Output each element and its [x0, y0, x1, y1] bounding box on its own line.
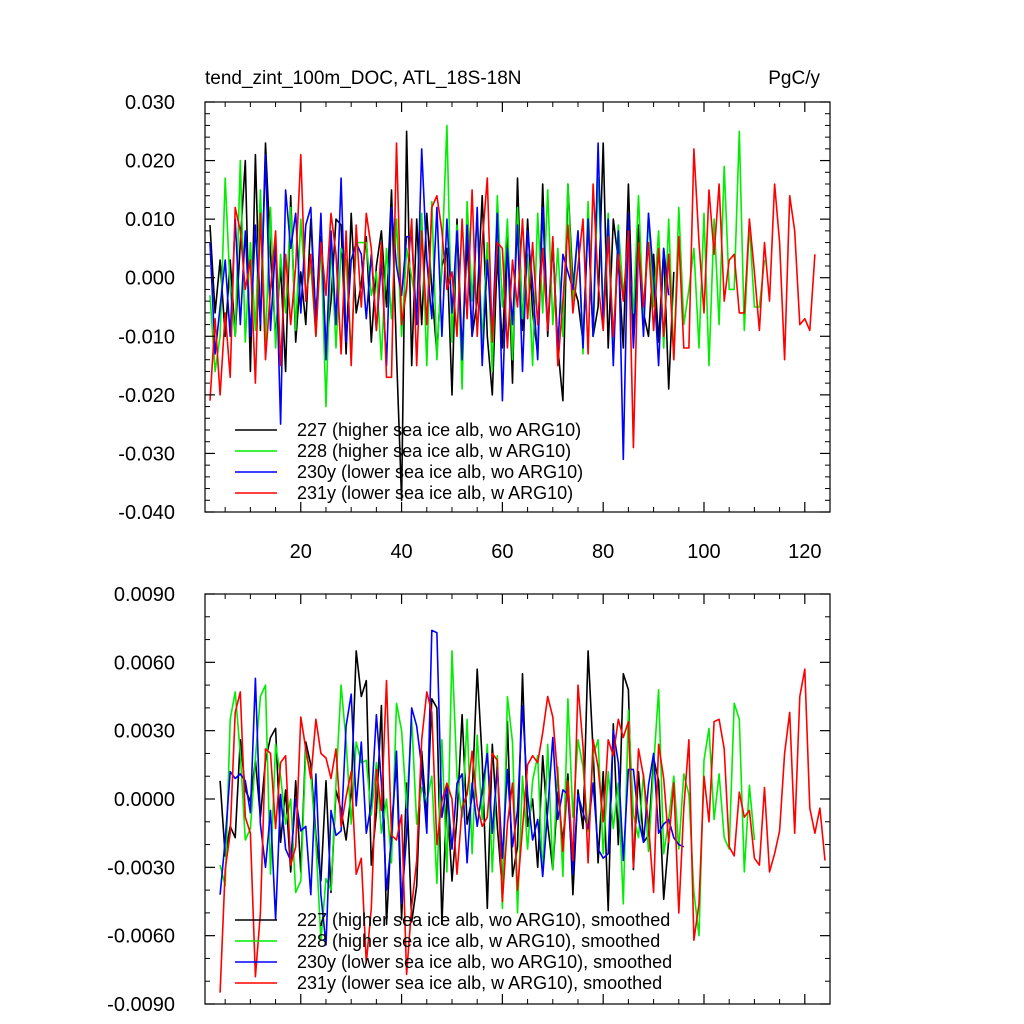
axes-bottom: -0.0090 -0.0060 -0.0030 0.0000 0.0030 0.0060 0… [107, 584, 831, 1016]
x-tick-label: 40 [390, 541, 412, 563]
y-tick-label: 0.030 [125, 92, 175, 114]
legend-label: 231y (lower sea ice alb, w ARG10), smoot… [297, 973, 662, 993]
y-tick-label: -0.0030 [107, 857, 175, 879]
chart-panel-top: tend_zint_100m_DOC, ATL_18S-18N PgC/y -0… [118, 68, 831, 563]
legend-label: 230y (lower sea ice alb, wo ARG10), smoo… [297, 952, 672, 972]
units-label: PgC/y [768, 68, 820, 89]
y-tick-label: 0.010 [125, 209, 175, 231]
legend-top: 227 (higher sea ice alb, wo ARG10)228 (h… [235, 420, 583, 503]
x-tick-label: 20 [290, 541, 312, 563]
chart-title: tend_zint_100m_DOC, ATL_18S-18N [205, 68, 522, 89]
y-tick-label: 0.0000 [114, 789, 175, 811]
series-line-2 [209, 142, 670, 461]
x-tick-label: 60 [491, 541, 513, 563]
legend-label: 228 (higher sea ice alb, w ARG10) [297, 441, 571, 461]
y-tick-label: 0.000 [125, 268, 175, 290]
x-tick-label: 80 [592, 541, 614, 563]
chart-panel-bottom: -0.0090 -0.0060 -0.0030 0.0000 0.0030 0.0060 0… [107, 584, 831, 1016]
y-tick-label: -0.0060 [107, 926, 175, 948]
series-line-0 [219, 650, 670, 926]
legend-bottom: 227 (higher sea ice alb, wo ARG10), smoo… [235, 910, 672, 993]
plot-area-top [209, 124, 816, 502]
plot-frame [204, 101, 831, 513]
y-tick-label: 0.0030 [114, 721, 175, 743]
x-tick-label: 100 [687, 541, 720, 563]
y-tick-label: 0.0060 [114, 652, 175, 674]
series-line-3 [209, 142, 816, 449]
y-tick-label: 0.0090 [114, 584, 175, 606]
plot-area-bottom [219, 629, 826, 993]
legend-label: 231y (lower sea ice alb, w ARG10) [297, 483, 573, 503]
y-tick-label: -0.040 [118, 502, 175, 524]
legend-label: 227 (higher sea ice alb, wo ARG10) [297, 420, 581, 440]
legend-label: 227 (higher sea ice alb, wo ARG10), smoo… [297, 910, 670, 930]
y-tick-label: -0.0090 [107, 994, 175, 1016]
y-tick-label: -0.020 [118, 385, 175, 407]
series-line-3 [219, 668, 826, 993]
y-tick-label: -0.030 [118, 443, 175, 465]
legend-label: 228 (higher sea ice alb, w ARG10), smoot… [297, 931, 660, 951]
legend-label: 230y (lower sea ice alb, wo ARG10) [297, 462, 583, 482]
x-tick-label: 120 [788, 541, 821, 563]
y-tick-label: 0.020 [125, 151, 175, 173]
y-tick-label: -0.010 [118, 326, 175, 348]
axes-top: -0.040 -0.030 -0.020 -0.010 0.000 0.010 0.020 0… [118, 92, 831, 563]
